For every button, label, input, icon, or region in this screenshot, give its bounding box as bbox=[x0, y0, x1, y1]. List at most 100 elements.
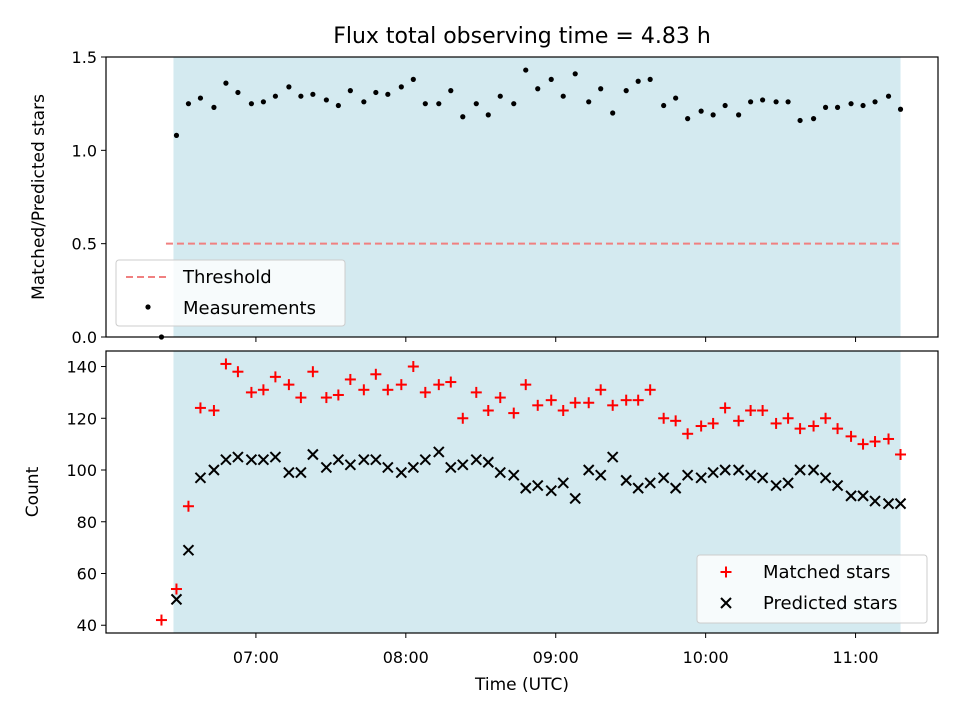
predicted-star-point-b bbox=[494, 466, 506, 479]
matched-star-point bbox=[482, 405, 494, 417]
matched-star-point bbox=[545, 394, 557, 406]
predicted-star-point-b bbox=[719, 464, 731, 476]
predicted-star-point bbox=[370, 453, 382, 466]
predicted-star-point-b bbox=[632, 482, 644, 494]
matched-star-point bbox=[232, 366, 244, 378]
measurement-point bbox=[460, 114, 466, 120]
predicted-star-point-b bbox=[358, 453, 370, 466]
matched-star-point bbox=[457, 412, 469, 424]
predicted-star-point bbox=[719, 464, 731, 476]
measurement-point bbox=[298, 93, 304, 99]
matched-star-point bbox=[433, 379, 445, 391]
predicted-star-point-b bbox=[857, 490, 869, 502]
predicted-star-point bbox=[494, 466, 506, 479]
measurement-point bbox=[586, 99, 592, 105]
measurement-point bbox=[335, 102, 341, 109]
predicted-star-point-b bbox=[894, 497, 907, 510]
measurement-point bbox=[422, 101, 428, 107]
measurement-point bbox=[523, 67, 529, 73]
predicted-star-point-b bbox=[569, 492, 581, 505]
measurement-point bbox=[710, 112, 716, 118]
predicted-star-point bbox=[707, 466, 719, 479]
measurement-point bbox=[785, 99, 791, 105]
measurement-point bbox=[685, 116, 691, 122]
predicted-star-point bbox=[894, 497, 907, 510]
bottom-x-tick-label: 08:00 bbox=[383, 648, 429, 667]
predicted-star-point bbox=[882, 497, 895, 510]
predicted-star-point bbox=[557, 477, 569, 489]
matched-star-point bbox=[782, 412, 794, 424]
matched-star-point bbox=[644, 384, 656, 396]
chart-title: Flux total observing time = 4.83 h bbox=[333, 24, 711, 49]
predicted-star-point bbox=[170, 593, 183, 606]
predicted-star-point-b bbox=[194, 472, 207, 484]
matched-star-point bbox=[832, 423, 844, 435]
predicted-star-point-b bbox=[794, 464, 806, 476]
predicted-star-point-b bbox=[295, 466, 307, 479]
matched-star-point bbox=[883, 433, 895, 445]
matched-star-point bbox=[745, 405, 757, 417]
top-axes-frame bbox=[105, 56, 939, 338]
predicted-star-point-b bbox=[557, 477, 569, 489]
measurement-point bbox=[235, 89, 241, 96]
predicted-star-point-b bbox=[320, 461, 333, 474]
matched-star-point bbox=[620, 394, 632, 406]
matched-star-point bbox=[307, 366, 319, 378]
predicted-star-point bbox=[594, 469, 607, 481]
predicted-star-point-b bbox=[245, 453, 258, 466]
predicted-star-point-b bbox=[344, 459, 357, 471]
matched-star-point bbox=[269, 371, 281, 383]
measurement-point bbox=[885, 93, 892, 99]
matched-star-point bbox=[557, 405, 569, 417]
measurement-point bbox=[197, 95, 204, 101]
predicted-star-point bbox=[732, 464, 745, 476]
matched-star-point bbox=[445, 376, 457, 388]
matched-star-point bbox=[895, 448, 907, 460]
measurement-point bbox=[760, 97, 766, 103]
predicted-star-point bbox=[269, 451, 282, 463]
predicted-star-point-b bbox=[545, 484, 557, 497]
predicted-star-point-b bbox=[370, 453, 382, 466]
matched-star-point bbox=[344, 373, 356, 385]
measurement-point bbox=[436, 101, 442, 107]
predicted-star-point bbox=[382, 461, 394, 474]
predicted-star-point-b bbox=[882, 497, 895, 510]
matched-star-point bbox=[707, 417, 719, 429]
measurement-point bbox=[535, 86, 541, 92]
matched-star-point bbox=[182, 500, 194, 512]
matched-star-point bbox=[569, 397, 581, 409]
predicted-star-point bbox=[232, 451, 244, 463]
measurement-point bbox=[598, 86, 604, 92]
predicted-star-point bbox=[395, 466, 408, 479]
matched-star-point bbox=[869, 436, 881, 448]
matched-star-point bbox=[682, 428, 694, 440]
top-points bbox=[158, 67, 904, 340]
measurement-point bbox=[860, 102, 866, 109]
predicted-star-point-b bbox=[508, 469, 520, 481]
matched-star-point bbox=[370, 368, 382, 380]
predicted-star-point-b bbox=[283, 466, 295, 479]
measurement-point bbox=[572, 71, 578, 77]
measurement-point bbox=[610, 110, 616, 116]
measurement-point bbox=[548, 76, 554, 82]
predicted-star-point bbox=[194, 472, 207, 484]
bottom-x-tick-label: 10:00 bbox=[683, 648, 729, 667]
predicted-star-point-b bbox=[382, 461, 394, 474]
bottom-x-tick-label: 09:00 bbox=[533, 648, 579, 667]
predicted-star-point bbox=[445, 461, 457, 474]
predicted-star-point bbox=[819, 472, 832, 484]
matched-star-point bbox=[857, 438, 869, 450]
predicted-star-point bbox=[695, 472, 707, 484]
bottom-axes-frame bbox=[105, 350, 939, 634]
predicted-star-point-b bbox=[170, 593, 183, 606]
matched-star-point bbox=[845, 430, 857, 442]
measurement-point bbox=[260, 99, 267, 105]
measurement-point bbox=[497, 93, 503, 99]
x-axis-label: Time (UTC) bbox=[474, 675, 569, 695]
measurement-point bbox=[211, 104, 217, 110]
predicted-star-point-b bbox=[419, 453, 432, 466]
predicted-star-point bbox=[606, 451, 619, 463]
predicted-star-point bbox=[583, 464, 595, 476]
predicted-star-point bbox=[245, 453, 258, 466]
top-y-tick-label: 1.5 bbox=[72, 48, 97, 67]
